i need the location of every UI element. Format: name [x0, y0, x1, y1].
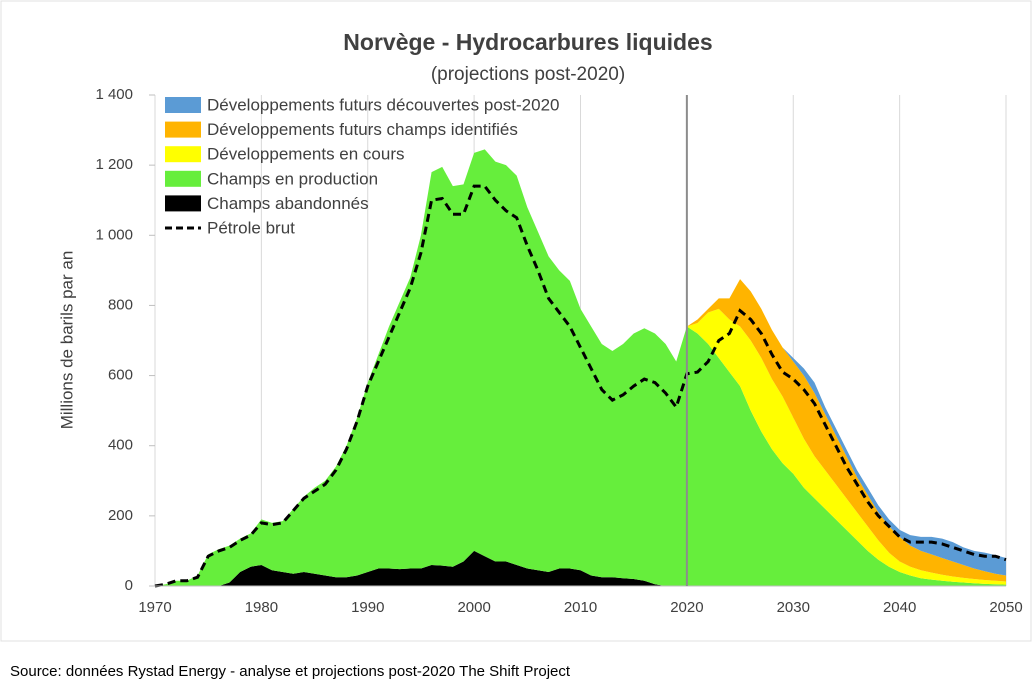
y-tick-label: 200 [108, 507, 133, 524]
legend-swatch [165, 97, 201, 113]
area [782, 347, 1006, 576]
chart-frame [0, 0, 1032, 642]
area [155, 149, 1006, 586]
legend-swatch [165, 170, 201, 187]
y-tick-label: 600 [108, 367, 133, 384]
source: Source: données Rystad Energy - analyse … [10, 663, 571, 680]
legend-label: Développements futurs champs identifiés [207, 120, 518, 139]
legend-label: Développements futurs découvertes post-2… [207, 95, 559, 114]
legend-label: Champs abandonnés [207, 194, 369, 213]
y-tick-label: 0 [125, 577, 133, 594]
y-tick-label: 1 000 [95, 226, 133, 243]
y-tick-label: 400 [108, 437, 133, 454]
legend-swatch [165, 146, 201, 163]
legend-swatch [165, 195, 201, 212]
legend-label: Pétrole brut [207, 218, 295, 237]
x-tick-label: 2040 [883, 599, 916, 616]
x-tick-label: 1980 [245, 599, 278, 616]
area [686, 279, 1006, 582]
x-tick-label: 1990 [351, 599, 384, 616]
x-tick-label: 1970 [138, 599, 171, 616]
legend-label: Développements en cours [207, 145, 405, 164]
x-tick-label: 2000 [457, 599, 490, 616]
x-tick-label: 2010 [564, 599, 597, 616]
chart-title: Norvège - Hydrocarbures liquides [343, 29, 712, 55]
line [154, 184, 1007, 588]
x-tick-label: 2050 [989, 599, 1022, 616]
x-tick-label: 2020 [670, 599, 703, 616]
y-tick-label: 1 200 [95, 156, 133, 173]
y-tick-label: 800 [108, 296, 133, 313]
legend-label: Champs en production [207, 169, 378, 188]
x-tick-label: 2030 [777, 599, 810, 616]
chart-subtitle: (projections post-2020) [431, 64, 625, 85]
y-tick-label: 1 400 [95, 86, 133, 103]
y-axis-label: Millions de barils par an [57, 251, 76, 430]
legend-swatch [165, 121, 201, 138]
area [686, 308, 1006, 585]
